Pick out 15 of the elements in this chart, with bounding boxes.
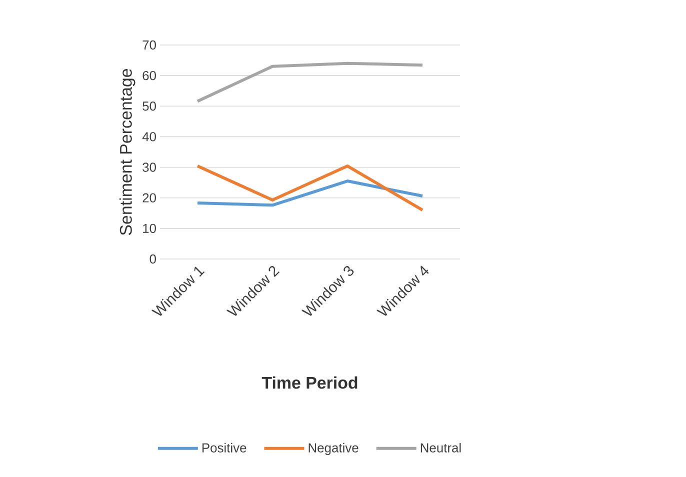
x-axis-title: Time Period — [262, 376, 358, 389]
y-tick-label: 10 — [143, 224, 156, 233]
y-tick-label: 0 — [150, 254, 156, 264]
y-tick-label: 20 — [142, 193, 156, 202]
y-tick-label: 40 — [142, 132, 156, 142]
y-tick-label: 60 — [142, 70, 156, 80]
y-tick-label: 50 — [142, 102, 156, 111]
y-tick-label: 70 — [142, 40, 156, 50]
y-tick-label: 30 — [142, 162, 156, 172]
line-series — [196, 180, 424, 207]
legend-label: Positive — [202, 442, 246, 452]
y-axis-title: Sentiment Percentage — [119, 68, 136, 236]
legend-label: Negative — [308, 442, 358, 455]
line-series — [196, 62, 424, 103]
legend-label: Neutral — [420, 442, 461, 452]
